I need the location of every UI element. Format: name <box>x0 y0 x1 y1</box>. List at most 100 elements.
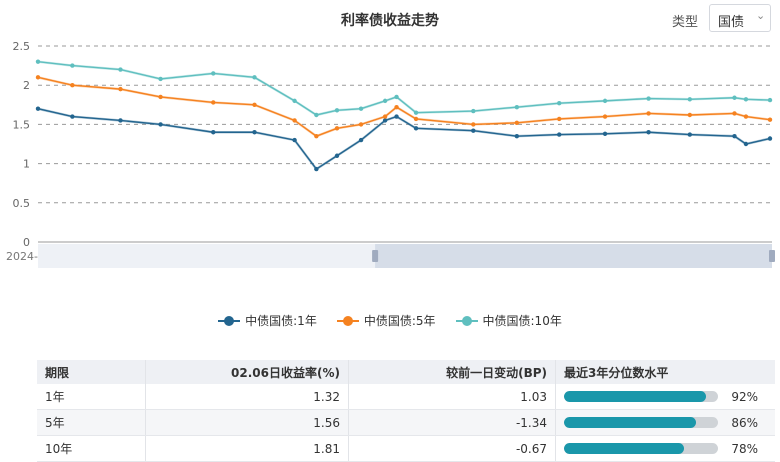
series-point <box>514 104 520 110</box>
percentile-cell: 78% <box>555 435 775 462</box>
series-point <box>557 101 562 106</box>
change-cell: -0.67 <box>348 435 556 462</box>
series-point <box>70 63 75 68</box>
percentile-cell: 92% <box>555 384 775 410</box>
series-point <box>413 116 419 122</box>
percentile-text: 86% <box>731 415 758 430</box>
y-tick-label: 1 <box>23 158 30 171</box>
type-label: 类型 <box>672 15 699 30</box>
series-point <box>292 98 297 104</box>
series-point <box>252 130 257 135</box>
series-line <box>37 108 771 171</box>
percentile-text: 78% <box>731 441 758 456</box>
series-point <box>394 104 399 110</box>
series-point <box>646 130 651 135</box>
series-point <box>471 108 476 114</box>
change-cell: -1.34 <box>348 409 556 436</box>
series-point <box>292 137 297 143</box>
series-line <box>37 60 771 116</box>
legend-item[interactable]: 中债国债:10年 <box>455 312 562 329</box>
y-tick-label: 0 <box>23 236 30 249</box>
series-point <box>358 122 364 127</box>
series-point <box>557 116 562 122</box>
series-point <box>35 106 41 111</box>
legend-marker-icon <box>455 315 478 327</box>
zoom-slider-window <box>375 244 772 268</box>
percentile-text: 92% <box>731 389 758 404</box>
series-point <box>602 131 608 137</box>
series-point <box>557 132 562 137</box>
yield-table: 期限 02.06日收益率(%) 较前一日变动(BP) 最近3年分位数水平 1年 … <box>37 360 775 462</box>
zoom-slider-track <box>38 244 772 268</box>
series-point <box>602 114 608 119</box>
series-point <box>602 98 608 104</box>
series-point <box>743 97 749 102</box>
series-point <box>743 141 749 147</box>
term-cell: 10年 <box>37 435 146 462</box>
zoom-slider-handle-left <box>372 250 379 262</box>
series-point <box>118 67 123 72</box>
term-cell: 1年 <box>37 384 146 410</box>
type-select[interactable]: 国债 ⌄ <box>709 4 771 32</box>
series-point <box>118 86 123 92</box>
series-point <box>35 75 41 80</box>
change-cell: 1.03 <box>348 384 556 410</box>
series-line-glow <box>37 60 771 117</box>
series-point <box>211 130 216 135</box>
series-point <box>732 111 737 116</box>
legend-item[interactable]: 中债国债:1年 <box>218 312 317 329</box>
series-point <box>687 132 693 137</box>
series-point <box>394 114 399 119</box>
y-tick-label: 2 <box>23 79 30 92</box>
percentile-bar <box>564 417 718 428</box>
percentile-bar <box>564 391 718 402</box>
series-point <box>471 122 476 127</box>
series-point <box>382 98 388 104</box>
y-tick-label: 2.5 <box>13 40 31 53</box>
yield-line-chart: 00.511.522.52024-05-082024-07-192024-10-… <box>6 40 775 268</box>
series-point <box>358 106 364 111</box>
y-tick-label: 0.5 <box>13 197 31 210</box>
term-cell: 5年 <box>37 409 146 436</box>
legend-label: 中债国债:10年 <box>482 314 562 328</box>
series-point <box>471 128 476 133</box>
series-point <box>514 120 520 126</box>
yield-cell: 1.56 <box>145 409 349 436</box>
series-point <box>211 71 216 76</box>
chevron-down-icon: ⌄ <box>756 9 766 22</box>
series-point <box>767 97 773 103</box>
series-point <box>252 102 257 108</box>
series-point <box>646 111 651 116</box>
series-point <box>35 59 41 64</box>
series-point <box>211 100 216 105</box>
series-point <box>334 153 340 158</box>
series-point <box>118 118 123 123</box>
series-point <box>252 75 257 80</box>
col-change-header: 较前一日变动(BP) <box>348 360 556 384</box>
series-line-glow <box>37 107 771 171</box>
col-percentile-header: 最近3年分位数水平 <box>555 360 775 384</box>
series-point <box>767 136 773 141</box>
series-point <box>767 117 773 122</box>
legend-marker-icon <box>218 315 241 327</box>
col-term-header: 期限 <box>37 360 146 384</box>
legend-label: 中债国债:5年 <box>363 314 436 328</box>
series-point <box>70 114 75 119</box>
y-tick-label: 1.5 <box>13 118 31 131</box>
series-point <box>732 133 737 139</box>
col-yield-header: 02.06日收益率(%) <box>145 360 349 384</box>
legend-item[interactable]: 中债国债:5年 <box>336 312 436 329</box>
zoom-slider-handle-right <box>769 250 775 262</box>
series-line-glow <box>37 76 771 138</box>
series-point <box>334 108 340 113</box>
percentile-cell: 86% <box>555 409 775 436</box>
series-point <box>743 114 749 119</box>
series-point <box>514 133 520 139</box>
chart-legend: 中债国债:1年 中债国债:5年 中债国债:10年 <box>0 312 780 329</box>
series-point <box>314 166 319 172</box>
series-point <box>158 94 163 100</box>
series-point <box>394 94 399 100</box>
percentile-bar <box>564 443 718 454</box>
series-point <box>314 112 319 118</box>
series-point <box>158 122 163 127</box>
